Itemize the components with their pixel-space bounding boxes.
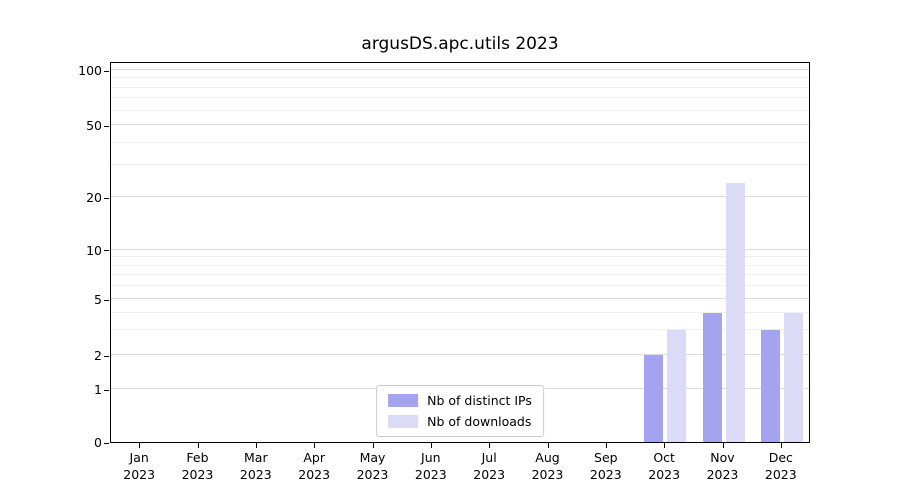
minor-gridline — [111, 141, 809, 143]
x-tick-label: Jul 2023 — [460, 449, 518, 483]
x-tick-year: 2023 — [298, 467, 331, 482]
x-tick-year: 2023 — [589, 467, 622, 482]
minor-gridline — [111, 285, 809, 287]
x-tick-label: Dec 2023 — [752, 449, 810, 483]
y-tick-label: 5 — [94, 292, 102, 308]
x-tick-label: Apr 2023 — [285, 449, 343, 483]
minor-gridline — [111, 164, 809, 166]
major-gridline — [111, 298, 809, 300]
x-tick-mark — [372, 443, 374, 448]
x-tick-mark — [722, 443, 724, 448]
x-tick-month: Oct — [653, 450, 675, 465]
minor-gridline — [111, 86, 809, 88]
x-tick-month: May — [359, 450, 386, 465]
x-tick-mark — [780, 443, 782, 448]
bar-downloads — [783, 312, 803, 442]
x-tick-year: 2023 — [181, 467, 214, 482]
minor-gridline — [111, 274, 809, 276]
x-tick-year: 2023 — [356, 467, 389, 482]
x-tick-month: Jan — [129, 450, 149, 465]
y-tick-label: 0 — [94, 435, 102, 450]
minor-gridline — [111, 311, 809, 313]
bar-downloads — [725, 182, 745, 442]
chart-title: argusDS.apc.utils 2023 — [361, 34, 559, 54]
major-gridline — [111, 124, 809, 126]
legend: Nb of distinct IPs Nb of downloads — [376, 385, 544, 437]
x-tick-mark — [430, 443, 432, 448]
bar-distinct-ips — [702, 312, 722, 442]
x-tick-label: Sep 2023 — [577, 449, 635, 483]
legend-swatch-downloads — [388, 415, 419, 428]
legend-item-downloads: Nb of downloads — [388, 414, 532, 429]
x-tick-label: Oct 2023 — [635, 449, 693, 483]
x-tick-month: Sep — [594, 450, 618, 465]
major-gridline — [111, 69, 809, 71]
y-tick-label: 1 — [94, 382, 102, 398]
x-tick-month: Nov — [710, 450, 735, 465]
x-tick-month: Aug — [535, 450, 560, 465]
y-tick-label: 100 — [78, 63, 102, 79]
y-tick-label: 20 — [86, 190, 102, 206]
y-tick-mark — [104, 125, 109, 127]
x-tick-label: Jun 2023 — [402, 449, 460, 483]
y-tick-mark — [104, 389, 109, 391]
major-gridline — [111, 354, 809, 356]
x-tick-year: 2023 — [764, 467, 797, 482]
bar-distinct-ips — [760, 330, 780, 442]
legend-label-downloads: Nb of downloads — [427, 414, 532, 429]
x-tick-label: Mar 2023 — [227, 449, 285, 483]
minor-gridline — [111, 329, 809, 331]
x-tick-month: Jun — [421, 450, 441, 465]
bar-downloads — [667, 330, 687, 442]
minor-gridline — [111, 77, 809, 79]
x-tick-year: 2023 — [123, 467, 156, 482]
minor-gridline — [111, 256, 809, 258]
x-tick-mark — [547, 443, 549, 448]
minor-gridline — [111, 109, 809, 111]
y-tick-mark — [104, 442, 109, 444]
major-gridline — [111, 196, 809, 198]
bars-layer — [111, 63, 809, 442]
plot-area: Nb of distinct IPs Nb of downloads — [110, 62, 810, 443]
x-tick-label: Jan 2023 — [110, 449, 168, 483]
x-tick-month: Apr — [303, 450, 325, 465]
x-tick-mark — [605, 443, 607, 448]
x-tick-year: 2023 — [239, 467, 272, 482]
major-gridline — [111, 248, 809, 250]
x-tick-year: 2023 — [531, 467, 564, 482]
legend-item-distinct-ips: Nb of distinct IPs — [388, 393, 532, 408]
y-tick-mark — [104, 70, 109, 72]
x-tick-mark — [489, 443, 491, 448]
y-tick-mark — [104, 355, 109, 357]
x-tick-mark — [255, 443, 257, 448]
x-tick-month: Mar — [244, 450, 268, 465]
x-tick-label: May 2023 — [343, 449, 401, 483]
y-tick-label: 2 — [94, 348, 102, 364]
y-tick-label: 50 — [86, 118, 102, 133]
y-tick-mark — [104, 197, 109, 199]
legend-label-distinct-ips: Nb of distinct IPs — [427, 393, 532, 408]
x-tick-year: 2023 — [648, 467, 681, 482]
x-tick-month: Feb — [186, 450, 209, 465]
x-tick-label: Feb 2023 — [168, 449, 226, 483]
x-tick-month: Dec — [768, 450, 793, 465]
x-tick-year: 2023 — [706, 467, 739, 482]
x-tick-year: 2023 — [473, 467, 506, 482]
legend-swatch-distinct-ips — [388, 394, 419, 407]
x-tick-label: Nov 2023 — [693, 449, 751, 483]
x-tick-mark — [197, 443, 199, 448]
y-tick-mark — [104, 250, 109, 252]
x-tick-mark — [139, 443, 141, 448]
x-tick-year: 2023 — [414, 467, 447, 482]
x-tick-mark — [664, 443, 666, 448]
bar-distinct-ips — [644, 355, 664, 442]
x-tick-label: Aug 2023 — [518, 449, 576, 483]
minor-gridline — [111, 97, 809, 99]
x-tick-month: Jul — [481, 450, 497, 465]
x-tick-mark — [314, 443, 316, 448]
y-tick-label: 10 — [86, 242, 102, 258]
minor-gridline — [111, 264, 809, 266]
y-tick-mark — [104, 299, 109, 301]
